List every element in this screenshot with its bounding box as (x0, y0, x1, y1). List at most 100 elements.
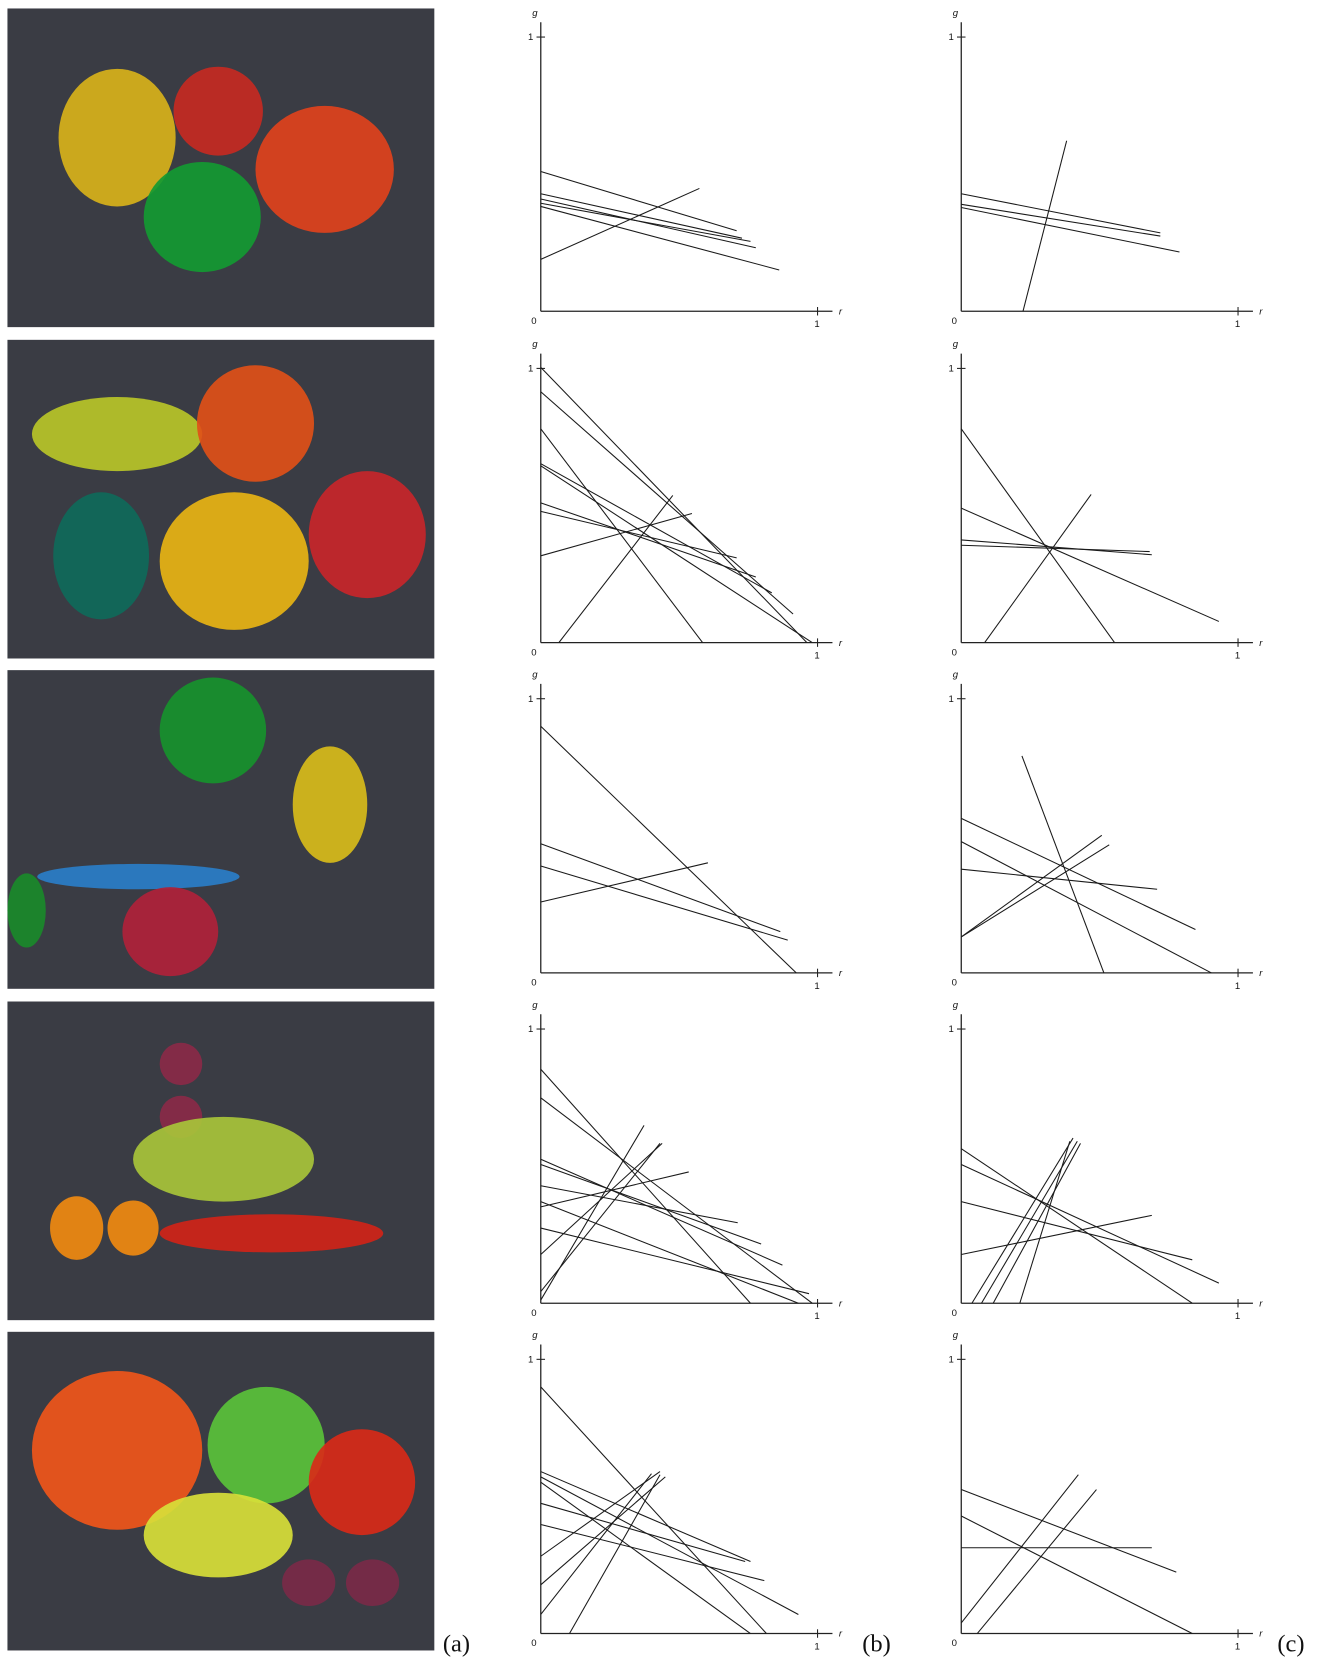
constraint-line (541, 203, 751, 241)
constraint-line (559, 495, 673, 642)
photo-object (7, 873, 45, 947)
tick-label: 1 (948, 364, 953, 375)
photo-object (53, 492, 149, 619)
constraint-line (961, 835, 1102, 937)
tick-label: 0 (952, 647, 957, 658)
panel-label: (a) (443, 1631, 470, 1658)
constraint-line (541, 1165, 761, 1244)
axis-label: g (953, 670, 959, 681)
constraint-line (981, 1141, 1077, 1303)
photo-object (309, 471, 426, 598)
photo-object (160, 678, 266, 784)
constraint-line (541, 1098, 812, 1303)
constraint-line (1022, 756, 1104, 973)
photo-object (50, 1196, 103, 1260)
tick-label: 0 (531, 316, 536, 327)
constraint-line (961, 842, 1211, 973)
constraint-line (541, 1477, 799, 1615)
constraint-line (541, 206, 779, 270)
photo-object (32, 397, 202, 471)
constraint-line (570, 1475, 660, 1634)
axis-label: g (953, 1330, 959, 1341)
constraint-line (961, 1215, 1152, 1254)
axis-label: r (1259, 1629, 1263, 1640)
photo-object (282, 1559, 335, 1606)
tick-label: 1 (1235, 651, 1240, 662)
axis-label: r (1259, 968, 1263, 979)
tick-label: 1 (814, 1311, 819, 1322)
photo-object (144, 162, 261, 272)
axis-label: g (532, 670, 538, 681)
constraint-line (961, 1490, 1176, 1573)
constraint-line (541, 844, 781, 932)
tick-label: 0 (531, 1638, 536, 1649)
constraint-line (961, 869, 1157, 889)
axis-label: g (532, 1000, 538, 1011)
constraint-line (541, 1125, 644, 1300)
constraint-line (985, 494, 1091, 642)
tick-label: 1 (528, 1355, 533, 1366)
tick-label: 1 (814, 981, 819, 992)
constraint-line (541, 466, 812, 643)
axis-label: r (1259, 306, 1263, 317)
axis-label: r (1259, 1298, 1263, 1309)
axis-label: g (953, 8, 959, 19)
constraint-line (972, 1138, 1073, 1303)
constraint-line (541, 1186, 738, 1223)
constraint-line (541, 199, 756, 248)
photo-object (197, 365, 314, 481)
tick-label: 0 (952, 316, 957, 327)
constraint-line (541, 503, 756, 577)
constraint-line (541, 1387, 767, 1634)
constraint-line (961, 204, 1160, 236)
photo-object (208, 1387, 325, 1503)
axis-label: g (532, 1330, 538, 1341)
photo-object (309, 1429, 415, 1535)
figure: (a) (b) (c) g101rg101rg101rg101rg101rg10… (0, 0, 1320, 1660)
tick-label: 0 (952, 1308, 957, 1319)
constraint-line (541, 726, 796, 973)
photo-object (346, 1559, 399, 1606)
axis-label: r (839, 968, 843, 979)
photo-object (293, 746, 368, 862)
tick-label: 1 (528, 1024, 533, 1035)
constraint-line (541, 1069, 751, 1303)
axis-label: r (839, 1629, 843, 1640)
axis-label: g (953, 1000, 959, 1011)
constraint-line (541, 1477, 666, 1585)
tick-label: 1 (1235, 1641, 1240, 1652)
photo-object (160, 1214, 384, 1252)
axis-label: g (532, 8, 538, 19)
constraint-line (541, 172, 737, 231)
constraint-line (541, 1472, 751, 1562)
constraint-line (961, 508, 1219, 621)
tick-label: 1 (814, 651, 819, 662)
tick-label: 1 (1235, 319, 1240, 330)
photo-object (160, 492, 309, 630)
axis-label: r (839, 638, 843, 649)
constraint-line (541, 194, 742, 238)
tick-label: 0 (531, 1308, 536, 1319)
constraint-line (961, 1149, 1192, 1304)
constraint-line (541, 1202, 799, 1304)
tick-label: 1 (1235, 981, 1240, 992)
photo-object (144, 1493, 293, 1578)
constraint-line (541, 1472, 660, 1557)
plot: g101r (528, 670, 843, 992)
photo-object (133, 1117, 314, 1202)
axis-label: r (1259, 638, 1263, 649)
axis-label: g (953, 339, 959, 350)
constraint-line (541, 1228, 809, 1294)
constraint-line (541, 1143, 660, 1291)
constraint-line (541, 464, 772, 593)
tick-label: 0 (531, 978, 536, 989)
axis-label: g (532, 339, 538, 350)
constraint-line (541, 1143, 662, 1254)
tick-label: 1 (948, 1355, 953, 1366)
constraint-line (541, 429, 703, 643)
constraint-line (977, 1490, 1096, 1634)
plot: g101r (528, 339, 843, 661)
